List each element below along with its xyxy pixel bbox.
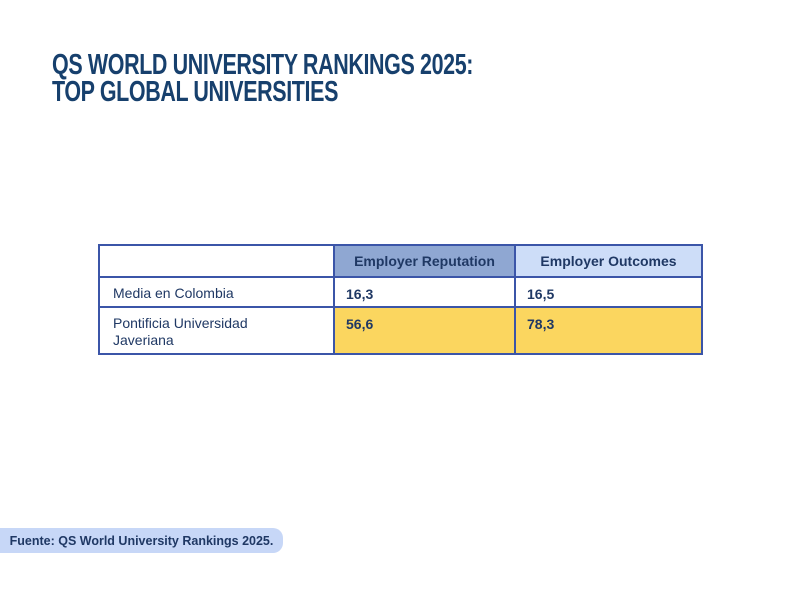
row-label: Pontificia Universidad Javeriana (98, 306, 335, 355)
cell-value-outcomes-highlighted: 78,3 (514, 306, 703, 355)
column-header-employer-outcomes: Employer Outcomes (514, 244, 703, 278)
source-footnote-text: Fuente: QS World University Rankings 202… (9, 533, 274, 548)
title-line-2: TOP GLOBAL UNIVERSITIES (52, 76, 339, 108)
row-label: Media en Colombia (98, 276, 335, 308)
cell-value-outcomes: 16,5 (514, 276, 703, 308)
source-footnote: Fuente: QS World University Rankings 202… (0, 528, 283, 553)
cell-value-reputation: 16,3 (333, 276, 516, 308)
table-corner-cell (98, 244, 335, 278)
title-line-1: QS WORLD UNIVERSITY RANKINGS 2025: (52, 49, 474, 81)
table-row-javeriana: Pontificia Universidad Javeriana 56,6 78… (98, 306, 703, 355)
column-header-employer-reputation: Employer Reputation (333, 244, 516, 278)
rankings-table: Employer Reputation Employer Outcomes Me… (98, 244, 703, 355)
table-header-row: Employer Reputation Employer Outcomes (98, 244, 703, 278)
row-label-text: Media en Colombia (113, 285, 234, 301)
slide-title: QS WORLD UNIVERSITY RANKINGS 2025: TOP G… (52, 49, 474, 108)
table-row-media-en-colombia: Media en Colombia 16,3 16,5 (98, 276, 703, 308)
cell-value-reputation-highlighted: 56,6 (333, 306, 516, 355)
row-label-text: Pontificia Universidad Javeriana (113, 315, 248, 348)
